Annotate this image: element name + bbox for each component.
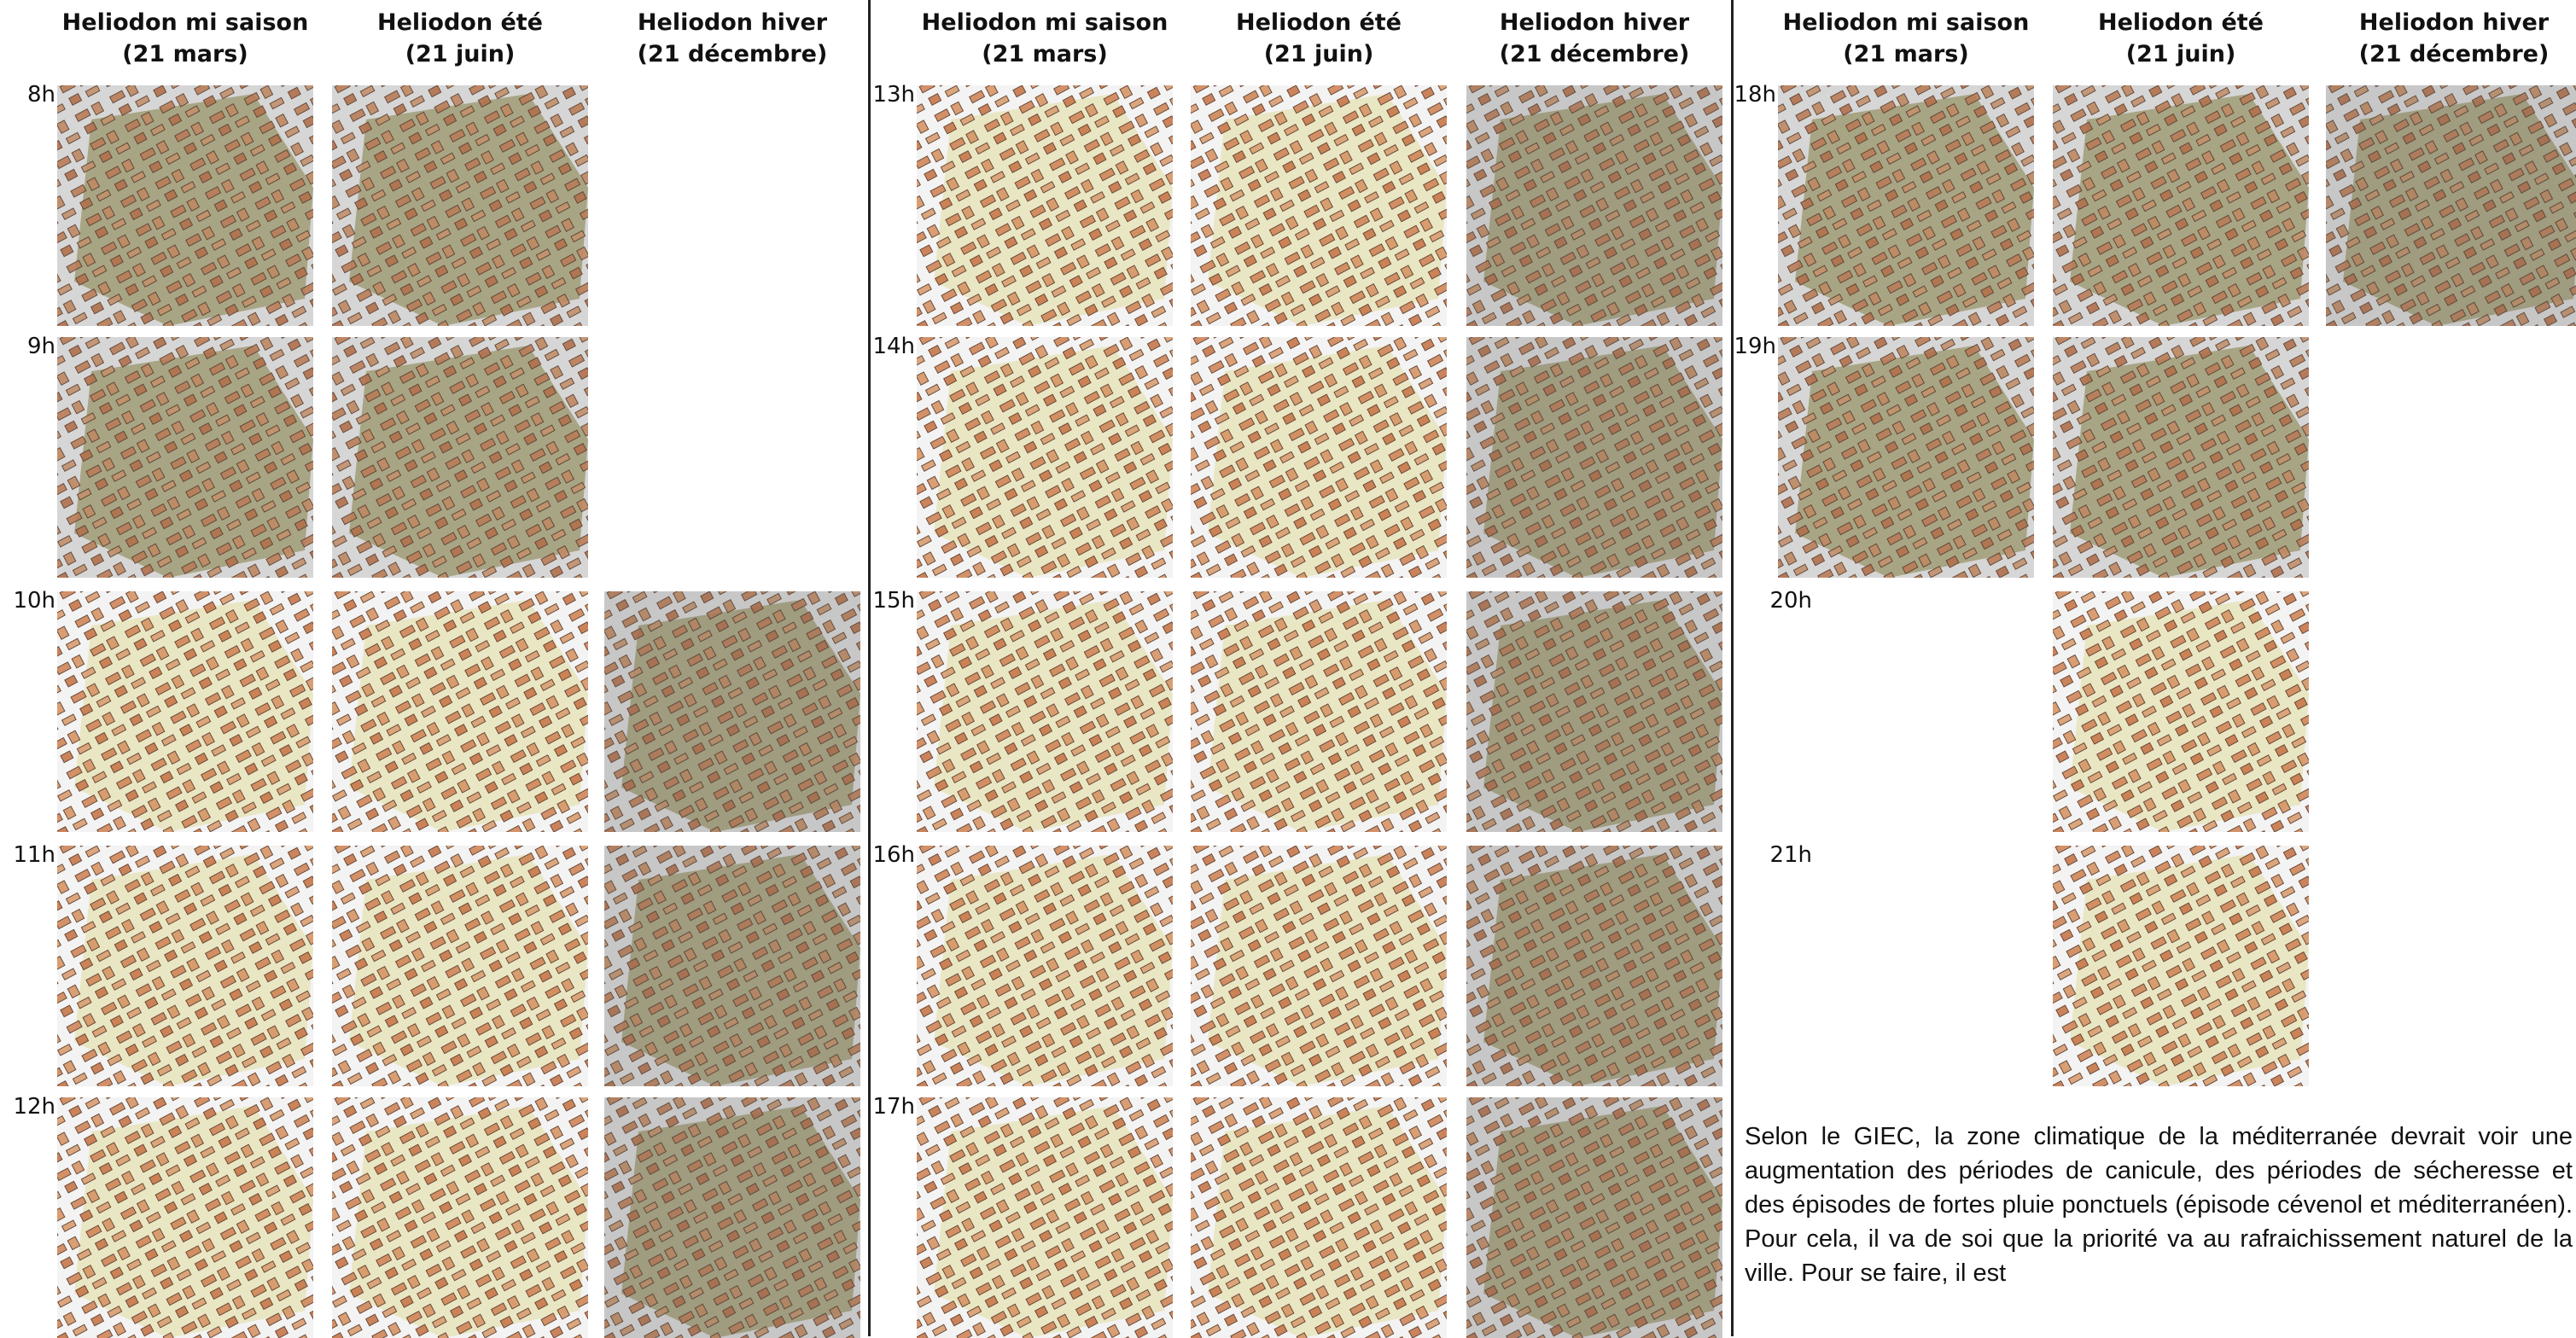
- column-title: Heliodon mi saison: [61, 9, 309, 36]
- heliodon-map: [1466, 85, 1722, 326]
- heliodon-map: [57, 591, 313, 832]
- column-title: Heliodon été: [377, 9, 543, 36]
- column-title: Heliodon hiver: [2358, 9, 2550, 36]
- heliodon-map: [2053, 591, 2309, 832]
- heliodon-map: [1778, 337, 2034, 578]
- column-title: Heliodon été: [2098, 9, 2264, 36]
- column-date: (21 juin): [2125, 41, 2236, 67]
- hour-label: 17h: [872, 1094, 915, 1120]
- heliodon-map: [1191, 337, 1447, 578]
- heliodon-map: [917, 591, 1173, 832]
- hour-label: 10h: [13, 588, 55, 614]
- heliodon-map: [1191, 1097, 1447, 1338]
- heliodon-map: [57, 846, 313, 1086]
- hour-label: 18h: [1734, 82, 1776, 108]
- column-date: (21 mars): [1843, 41, 1969, 67]
- hour-label: 9h: [26, 334, 55, 359]
- column-title: Heliodon été: [1236, 9, 1402, 36]
- hour-label: 16h: [872, 842, 915, 868]
- heliodon-map: [332, 85, 588, 326]
- column-date: (21 décembre): [1499, 41, 1690, 67]
- heliodon-map: [604, 846, 860, 1086]
- column-date: (21 mars): [122, 41, 248, 67]
- heliodon-map: [57, 337, 313, 578]
- heliodon-map: [57, 85, 313, 326]
- heliodon-map: [917, 85, 1173, 326]
- heliodon-map: [2053, 337, 2309, 578]
- hour-label: 13h: [872, 82, 915, 108]
- heliodon-map: [332, 1097, 588, 1338]
- column-date: (21 mars): [982, 41, 1108, 67]
- hour-label: 12h: [13, 1094, 55, 1120]
- heliodon-map: [917, 846, 1173, 1086]
- heliodon-map: [2053, 85, 2309, 326]
- hour-label: 8h: [26, 82, 55, 108]
- divider: [868, 0, 871, 1336]
- hour-label: 11h: [13, 842, 55, 868]
- heliodon-map: [332, 337, 588, 578]
- heliodon-map: [2326, 85, 2576, 326]
- heliodon-map: [332, 591, 588, 832]
- heliodon-map: [917, 337, 1173, 578]
- column-title: Heliodon mi saison: [921, 9, 1169, 36]
- hour-label: 20h: [1769, 588, 1812, 614]
- hour-label: 19h: [1734, 334, 1776, 359]
- column-date: (21 juin): [1263, 41, 1374, 67]
- heliodon-map: [1191, 85, 1447, 326]
- hour-label: 15h: [872, 588, 915, 614]
- divider: [1731, 0, 1734, 1336]
- hour-label: 14h: [872, 334, 915, 359]
- heliodon-map: [604, 1097, 860, 1338]
- heliodon-map: [1466, 846, 1722, 1086]
- heliodon-map: [1466, 1097, 1722, 1338]
- paragraph: Selon le GIEC, la zone climatique de la …: [1745, 1123, 2573, 1287]
- heliodon-map: [2053, 846, 2309, 1086]
- heliodon-map: [332, 846, 588, 1086]
- heliodon-map: [604, 591, 860, 832]
- column-title: Heliodon hiver: [637, 9, 828, 36]
- column-title: Heliodon mi saison: [1782, 9, 2030, 36]
- heliodon-map: [1466, 337, 1722, 578]
- heliodon-map: [917, 1097, 1173, 1338]
- heliodon-map: [1466, 591, 1722, 832]
- heliodon-map: [1191, 846, 1447, 1086]
- column-date: (21 décembre): [637, 41, 828, 67]
- heliodon-map: [1778, 85, 2034, 326]
- hour-label: 21h: [1769, 842, 1812, 868]
- column-title: Heliodon hiver: [1499, 9, 1690, 36]
- column-date: (21 juin): [405, 41, 516, 67]
- heliodon-map: [57, 1097, 313, 1338]
- heliodon-map: [1191, 591, 1447, 832]
- column-date: (21 décembre): [2358, 41, 2550, 67]
